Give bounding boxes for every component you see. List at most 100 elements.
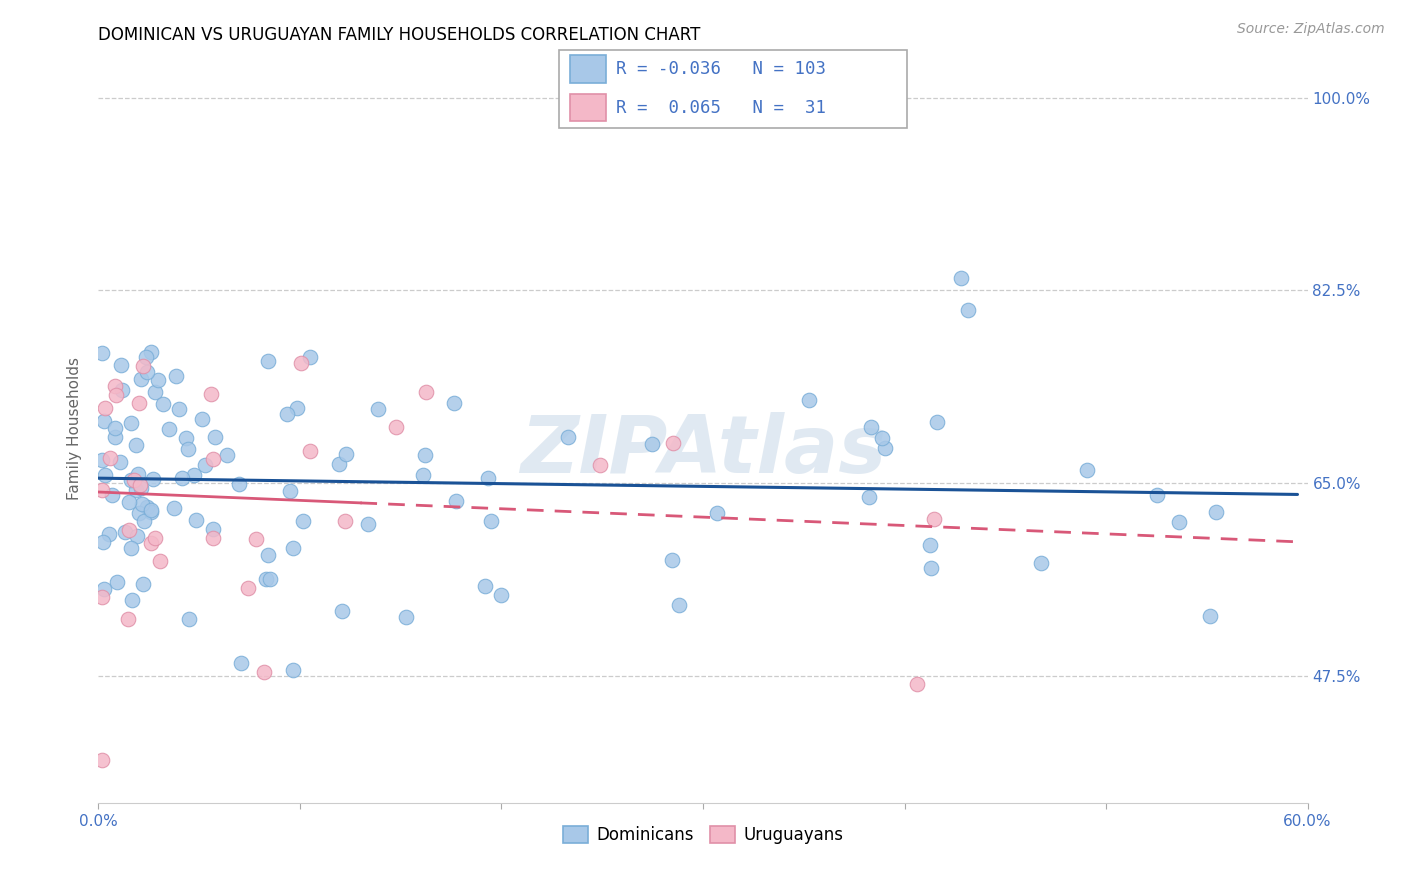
Point [136, 365, 159, 379]
Point [125, 437, 148, 451]
Point [668, 598, 690, 612]
Point [132, 359, 155, 373]
Point [91, 590, 114, 604]
Point [93, 582, 115, 596]
Point [477, 471, 499, 485]
Point [128, 478, 150, 492]
Point [91, 452, 114, 467]
Point [443, 395, 465, 409]
Point [104, 378, 127, 392]
Point [927, 415, 949, 429]
Point [167, 401, 190, 416]
Point [165, 369, 187, 384]
Point [139, 503, 162, 517]
Point [125, 483, 148, 497]
Point [101, 488, 124, 502]
Point [120, 473, 142, 487]
Point [142, 472, 165, 486]
Point [111, 383, 134, 397]
FancyBboxPatch shape [569, 94, 606, 121]
Point [215, 448, 238, 462]
Point [257, 548, 280, 562]
Point [174, 431, 197, 445]
Point [278, 483, 301, 498]
Point [292, 514, 315, 528]
Point [394, 610, 416, 624]
Point [201, 452, 224, 467]
Point [640, 437, 662, 451]
Text: ZIPAtlas: ZIPAtlas [520, 411, 886, 490]
Point [127, 529, 149, 543]
Point [281, 663, 304, 677]
Point [110, 358, 132, 372]
Point [290, 356, 312, 370]
Point [254, 573, 277, 587]
Point [91, 346, 114, 360]
Point [128, 506, 150, 520]
Point [870, 431, 893, 445]
Point [149, 554, 172, 568]
Point [104, 430, 127, 444]
Point [120, 417, 142, 431]
Point [97, 527, 120, 541]
Point [489, 589, 512, 603]
Point [118, 523, 141, 537]
Point [245, 532, 267, 546]
Text: Source: ZipAtlas.com: Source: ZipAtlas.com [1237, 22, 1385, 37]
Point [204, 430, 226, 444]
Point [139, 345, 162, 359]
Point [589, 458, 612, 472]
Point [131, 497, 153, 511]
Point [128, 396, 150, 410]
Point [949, 270, 972, 285]
Text: R =  0.065   N =  31: R = 0.065 N = 31 [616, 99, 827, 117]
Point [177, 612, 200, 626]
Point [91, 753, 114, 767]
Point [276, 407, 298, 421]
Point [298, 350, 321, 364]
Point [143, 384, 166, 399]
Point [157, 421, 180, 435]
FancyBboxPatch shape [560, 50, 907, 128]
Point [121, 593, 143, 607]
Point [385, 420, 408, 434]
Point [177, 442, 200, 457]
Point [356, 516, 378, 531]
Point [1198, 609, 1220, 624]
Point [256, 353, 278, 368]
Point [920, 538, 942, 552]
Point [136, 500, 159, 515]
Point [104, 388, 127, 402]
Point [124, 473, 146, 487]
Point [194, 458, 217, 472]
Point [98, 451, 121, 466]
Point [860, 419, 883, 434]
Point [201, 531, 224, 545]
Point [132, 577, 155, 591]
Point [920, 560, 942, 574]
Point [152, 397, 174, 411]
Point [253, 665, 276, 680]
Point [335, 514, 357, 528]
Point [118, 495, 141, 509]
Legend: Dominicans, Uruguayans: Dominicans, Uruguayans [555, 819, 851, 851]
Point [143, 531, 166, 545]
Point [259, 572, 281, 586]
Point [797, 393, 820, 408]
Text: DOMINICAN VS URUGUAYAN FAMILY HOUSEHOLDS CORRELATION CHART: DOMINICAN VS URUGUAYAN FAMILY HOUSEHOLDS… [98, 26, 700, 44]
Point [412, 467, 434, 482]
Point [120, 541, 142, 555]
Point [474, 579, 496, 593]
Point [285, 401, 308, 416]
Point [190, 412, 212, 426]
Point [236, 581, 259, 595]
Point [905, 677, 928, 691]
Point [129, 481, 152, 495]
Point [1168, 515, 1191, 529]
Point [94, 401, 117, 415]
Point [415, 384, 437, 399]
Y-axis label: Family Households: Family Households [67, 357, 83, 500]
Point [110, 455, 132, 469]
Point [335, 447, 357, 461]
Point [93, 414, 115, 428]
